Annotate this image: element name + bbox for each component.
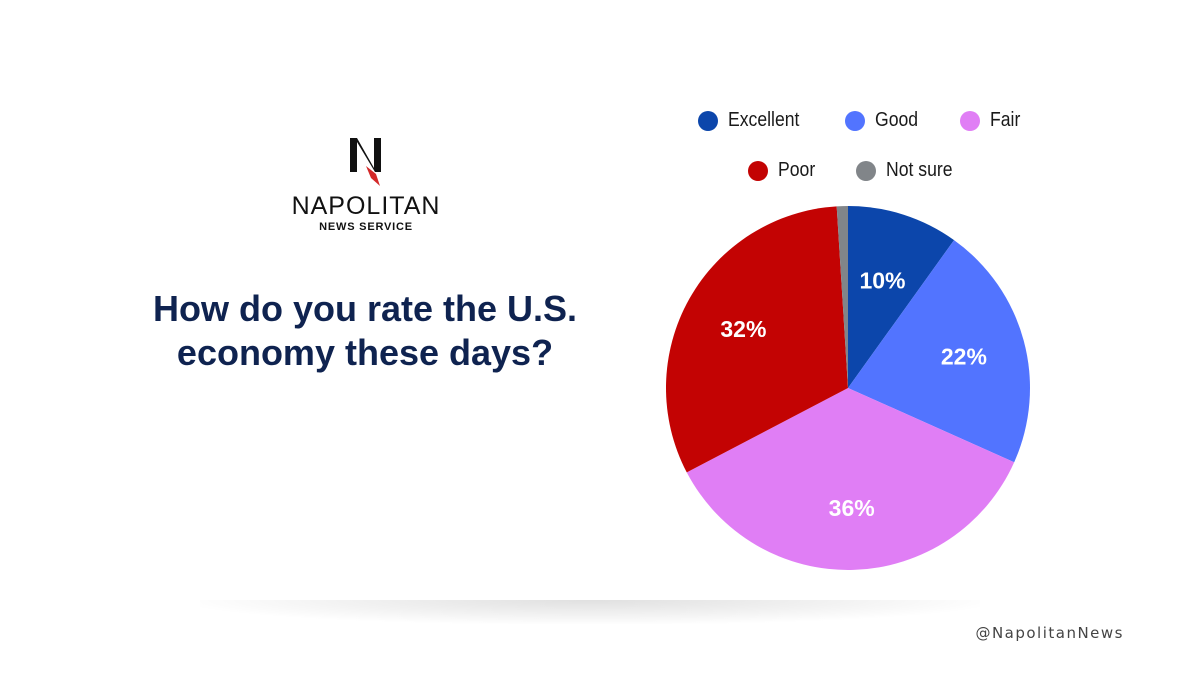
pie-chart: 10% 22% 36% 32% <box>666 206 1031 570</box>
pie-slice-good <box>848 240 1031 463</box>
legend-row-top: Excellent Good Fair <box>698 109 1025 132</box>
legend-item-excellent: Excellent <box>698 109 809 132</box>
pie-slice-poor <box>666 206 848 473</box>
brand-name: NAPOLITAN <box>291 192 441 220</box>
legend-item-good: Good <box>845 109 924 132</box>
legend-swatch <box>960 110 981 131</box>
napolitan-logo-icon <box>350 138 381 186</box>
legend-swatch <box>698 110 718 131</box>
legend-swatch <box>748 160 768 181</box>
question-title: How do you rate the U.S. economy these d… <box>152 288 578 373</box>
pie-data-label: 22% <box>941 344 987 370</box>
legend-item-not-sure: Not sure <box>856 159 962 182</box>
legend-swatch <box>856 160 877 181</box>
pie-data-label: 36% <box>829 495 875 521</box>
pie-slice-fair <box>686 388 1015 570</box>
pie-data-label: 10% <box>859 268 905 294</box>
pie-data-label: 32% <box>720 316 766 342</box>
legend-item-fair: Fair <box>960 109 1024 132</box>
legend-swatch <box>845 110 866 131</box>
pie-slice-excellent <box>848 206 955 388</box>
legend-item-poor: Poor <box>748 159 820 182</box>
legend-label: Good <box>875 109 919 131</box>
social-handle: @NapolitanNews <box>975 624 1124 642</box>
chart-card: NAPOLITAN NEWS SERVICE How do you rate t… <box>152 109 1031 570</box>
brand-subtitle: NEWS SERVICE <box>319 221 413 233</box>
pie-slice-not-sure <box>836 206 848 388</box>
card-shadow <box>200 600 980 624</box>
legend-label: Excellent <box>728 109 800 131</box>
legend-label: Poor <box>778 159 816 181</box>
legend-row-bottom: Poor Not sure <box>748 159 962 182</box>
brand-logo: NAPOLITAN NEWS SERVICE <box>280 136 452 234</box>
legend-label: Fair <box>990 109 1021 131</box>
legend-label: Not sure <box>886 159 953 181</box>
